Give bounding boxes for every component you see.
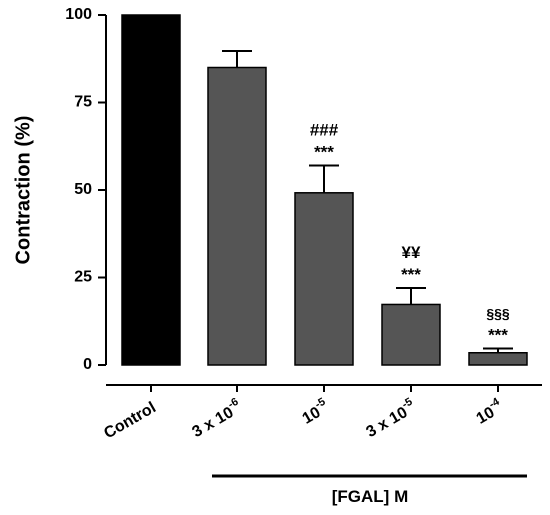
category-label-4: 10-4 xyxy=(472,395,507,428)
bar-4 xyxy=(468,352,528,366)
category-label-3: 3 x 10-5 xyxy=(361,396,419,442)
significance-label: ¥¥ xyxy=(402,243,421,262)
error-bars xyxy=(222,50,513,353)
x-axis xyxy=(106,384,542,392)
category-label-text: 10-5 xyxy=(298,396,333,428)
bar-0 xyxy=(121,14,181,366)
category-label-0: Control xyxy=(101,399,159,442)
y-tick-label: 50 xyxy=(74,181,92,198)
significance-annotations: ### *** ¥¥ *** §§§ *** xyxy=(310,121,510,345)
category-labels: Control 3 x 10-6 10-5 3 x 10-5 10-4 xyxy=(101,395,507,442)
category-base: 3 x 10 xyxy=(364,404,411,441)
bar-1 xyxy=(207,66,267,366)
y-tick-label: 100 xyxy=(65,6,92,23)
bar-2 xyxy=(294,192,354,366)
category-label-1: 3 x 10-6 xyxy=(187,396,245,442)
y-tick-label: 25 xyxy=(74,269,92,286)
bar-3 xyxy=(381,303,441,366)
y-axis: 0 25 50 75 100 xyxy=(65,6,107,373)
significance-label: ### xyxy=(310,121,339,140)
y-tick-label: 75 xyxy=(74,94,92,111)
significance-label: *** xyxy=(401,265,421,284)
category-label-text: 10-4 xyxy=(472,395,507,428)
category-label-text: Control xyxy=(101,399,159,442)
significance-label: *** xyxy=(314,143,334,162)
significance-label: §§§ xyxy=(486,306,510,322)
category-base: Control xyxy=(101,399,159,442)
category-label-2: 10-5 xyxy=(298,396,333,428)
bars xyxy=(121,14,528,366)
category-label-text: 3 x 10-5 xyxy=(361,396,419,442)
category-base: 10 xyxy=(300,404,324,428)
category-base: 10 xyxy=(474,404,498,428)
group-label: [FGAL] M xyxy=(332,487,408,506)
category-base: 3 x 10 xyxy=(190,404,237,441)
category-label-text: 3 x 10-6 xyxy=(187,396,245,442)
y-tick-label: 0 xyxy=(83,356,92,373)
significance-label: *** xyxy=(488,326,508,345)
y-axis-title: Contraction (%) xyxy=(12,116,34,265)
